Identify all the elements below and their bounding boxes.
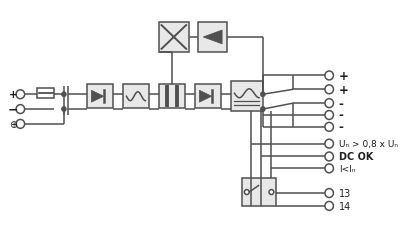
Bar (195, 85, 221, 109)
Circle shape (325, 189, 333, 198)
Text: Uₙ > 0,8 x Uₙ: Uₙ > 0,8 x Uₙ (339, 139, 398, 148)
Bar (159, 85, 185, 109)
Circle shape (325, 164, 333, 173)
Circle shape (325, 99, 333, 108)
Polygon shape (91, 91, 104, 103)
Circle shape (325, 72, 333, 81)
Bar (123, 85, 149, 109)
Bar (159, 23, 189, 52)
Bar (242, 178, 276, 206)
Circle shape (261, 93, 265, 97)
Text: +: + (339, 83, 348, 96)
Circle shape (244, 190, 249, 195)
Text: I<Iₙ: I<Iₙ (339, 164, 355, 173)
Circle shape (325, 202, 333, 210)
Polygon shape (203, 31, 222, 45)
Circle shape (269, 190, 274, 195)
Bar (86, 85, 113, 109)
Circle shape (325, 111, 333, 120)
Text: 14: 14 (339, 201, 351, 211)
Circle shape (325, 123, 333, 132)
Text: +: + (9, 90, 17, 100)
Text: −: − (7, 103, 18, 116)
Bar (198, 23, 227, 52)
Bar (231, 82, 263, 112)
Text: -: - (339, 109, 344, 122)
Circle shape (325, 140, 333, 148)
Text: -: - (339, 121, 344, 134)
Polygon shape (200, 91, 212, 103)
Text: +: + (339, 70, 348, 83)
Circle shape (325, 152, 333, 161)
Circle shape (325, 85, 333, 94)
Text: 13: 13 (339, 188, 351, 198)
Circle shape (16, 105, 24, 114)
Circle shape (62, 93, 66, 97)
Circle shape (16, 120, 24, 129)
Circle shape (16, 90, 24, 99)
Bar (38, 89, 54, 99)
Text: DC OK: DC OK (339, 152, 373, 162)
Text: ⊕: ⊕ (9, 119, 17, 129)
Circle shape (261, 107, 265, 112)
Circle shape (62, 107, 66, 112)
Text: -: - (339, 97, 344, 110)
